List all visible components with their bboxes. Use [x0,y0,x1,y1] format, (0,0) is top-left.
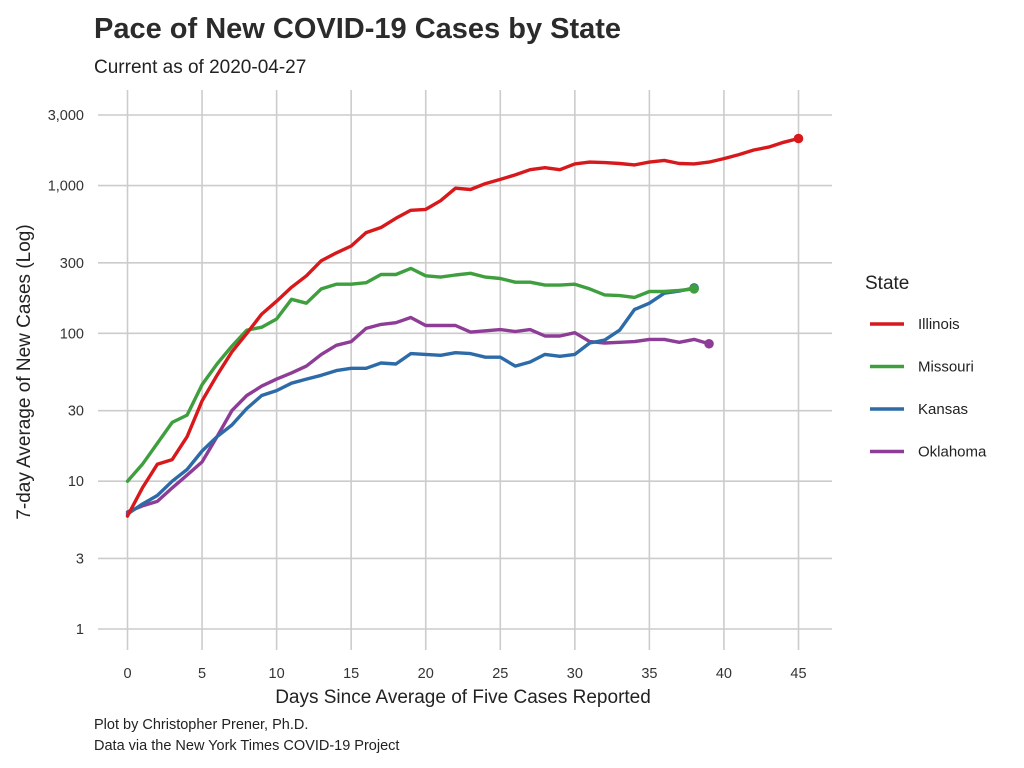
legend-title: State [865,273,909,294]
legend: State Illinois Missouri Kansas Oklahoma [865,273,987,461]
x-axis-ticks: 0 5 10 15 20 25 30 35 40 45 [123,666,806,682]
caption-line-1: Plot by Christopher Prener, Ph.D. [94,717,308,733]
x-tick-label: 45 [790,666,806,682]
chart-title: Pace of New COVID-19 Cases by State [94,13,621,45]
series-end-point-oklahoma [704,338,714,349]
y-tick-label: 3,000 [48,108,84,124]
series-line-illinois [125,136,801,518]
x-tick-label: 30 [567,666,583,682]
y-tick-label: 300 [60,256,84,272]
y-axis-title: 7-day Average of New Cases (Log) [14,224,35,519]
series-end-point-missouri [689,284,699,294]
x-tick-label: 20 [418,666,434,682]
x-tick-label: 0 [123,666,131,682]
x-tick-label: 15 [343,666,359,682]
x-tick-label: 25 [492,666,508,682]
plot-series [125,133,804,518]
y-axis-ticks: 1 3 10 30 100 300 1,000 3,000 [48,108,84,638]
legend-label-oklahoma: Oklahoma [918,444,987,461]
y-tick-label: 1 [76,622,84,638]
x-tick-label: 5 [198,666,206,682]
series-line-kansas [125,286,696,516]
x-tick-label: 40 [716,666,732,682]
series-line-oklahoma [125,315,711,514]
grid [98,90,832,650]
legend-label-missouri: Missouri [918,359,974,376]
y-tick-label: 30 [68,404,84,420]
chart-subtitle: Current as of 2020-04-27 [94,57,306,78]
y-tick-label: 10 [68,474,84,490]
series-line-missouri [125,266,696,483]
y-tick-label: 100 [60,326,84,342]
legend-label-kansas: Kansas [918,401,968,418]
caption-line-2: Data via the New York Times COVID-19 Pro… [94,738,399,754]
x-tick-label: 35 [641,666,657,682]
series-end-point-illinois [793,133,804,144]
legend-label-illinois: Illinois [918,316,960,333]
y-tick-label: 3 [76,551,84,567]
x-tick-label: 10 [269,666,285,682]
x-axis-title: Days Since Average of Five Cases Reporte… [275,687,651,708]
y-tick-label: 1,000 [48,179,84,195]
